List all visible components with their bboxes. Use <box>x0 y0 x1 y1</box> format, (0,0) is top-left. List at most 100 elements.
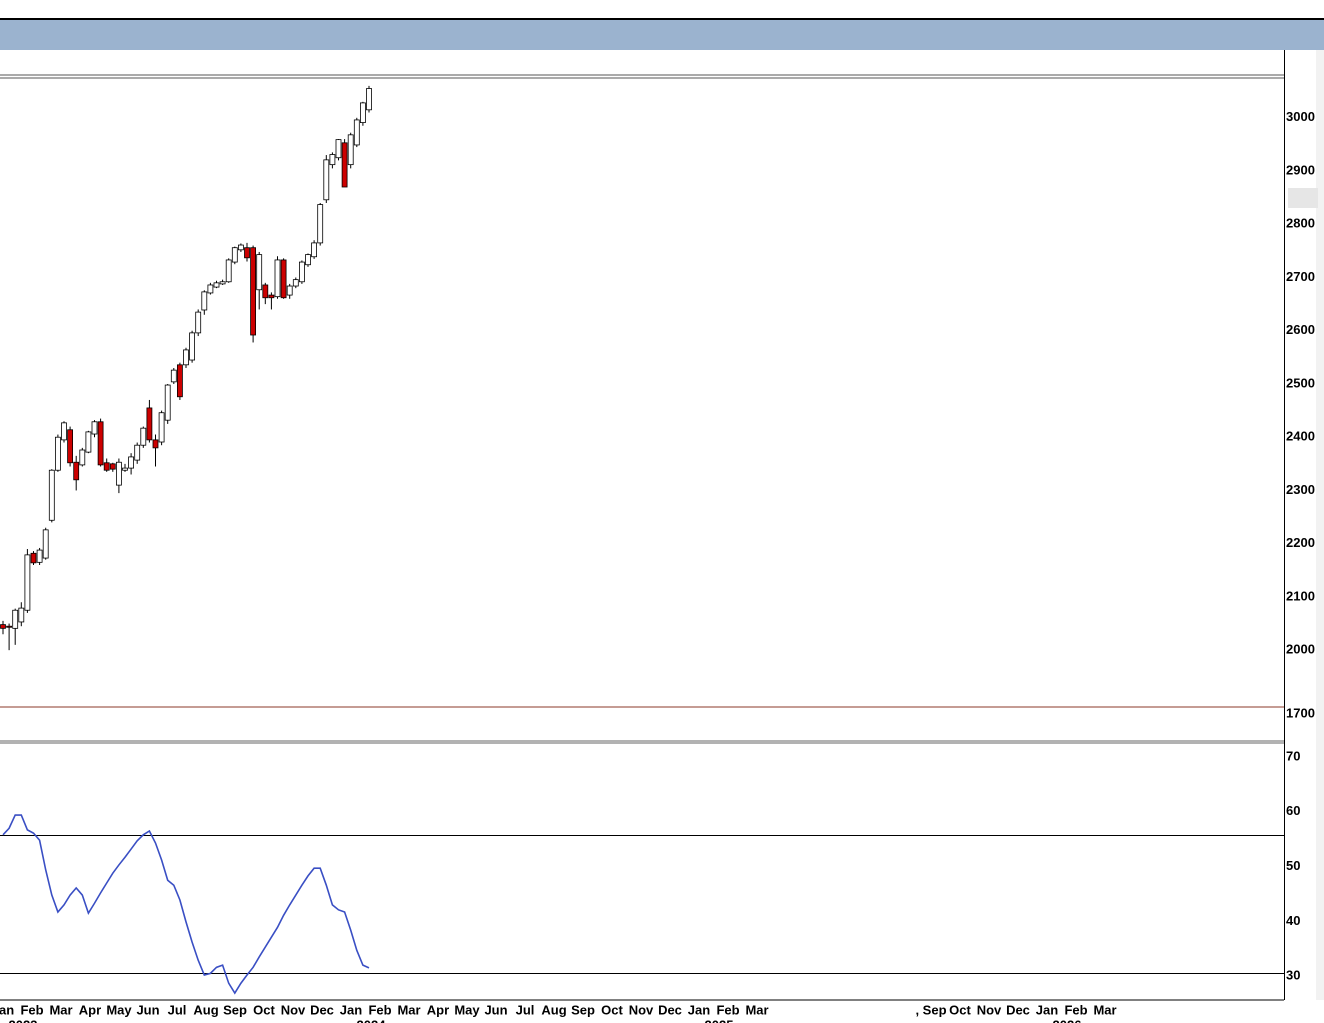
candle-body <box>18 607 25 623</box>
y-tick-label: 50 <box>1286 858 1300 873</box>
candle-body <box>317 204 324 244</box>
candle-body <box>79 449 86 466</box>
x-tick-label: Aug <box>193 1002 218 1017</box>
y-tick-label: 2600 <box>1286 322 1315 337</box>
x-year-label: 2025 <box>705 1017 734 1023</box>
candle-body <box>201 291 208 311</box>
x-tick-label: May <box>106 1002 132 1017</box>
x-tick-label: Mar <box>745 1002 768 1017</box>
candle-body <box>353 119 360 146</box>
x-tick-label: , Sep <box>915 1002 946 1017</box>
x-tick-label: May <box>454 1002 480 1017</box>
x-tick-label: Dec <box>658 1002 682 1017</box>
y-tick-label: 40 <box>1286 913 1300 928</box>
x-tick-label: Oct <box>253 1002 275 1017</box>
x-tick-label: Mar <box>1093 1002 1116 1017</box>
candle-body <box>274 259 281 298</box>
candle-body <box>292 279 299 287</box>
candle-body <box>250 247 257 336</box>
x-tick-label: Feb <box>716 1002 739 1017</box>
x-tick-label: Feb <box>20 1002 43 1017</box>
x-tick-label: Oct <box>601 1002 623 1017</box>
y-tick-label: 2900 <box>1286 162 1315 177</box>
y-tick-label: 2300 <box>1286 482 1315 497</box>
candle-body <box>67 429 73 464</box>
x-tick-label: Sep <box>223 1002 247 1017</box>
axis-marker <box>1288 188 1318 208</box>
candle-body <box>24 554 31 611</box>
candle-body <box>280 259 287 299</box>
x-tick-label: Mar <box>397 1002 420 1017</box>
y-tick-label: 2500 <box>1286 375 1315 390</box>
x-tick-label: Apr <box>427 1002 449 1017</box>
x-tick-label: Jan <box>688 1002 710 1017</box>
y-tick-label: 2100 <box>1286 588 1315 603</box>
candle-body <box>286 285 293 296</box>
candle-body <box>311 242 318 258</box>
candle-body <box>366 88 372 111</box>
candle-body <box>73 461 80 481</box>
candle-body <box>103 462 110 471</box>
candle-body <box>256 254 263 291</box>
candle-body <box>6 625 12 628</box>
candle-body <box>237 244 244 251</box>
candle-body <box>359 102 366 123</box>
candle-body <box>146 407 153 441</box>
x-tick-label: Mar <box>49 1002 72 1017</box>
candle-body <box>36 549 43 563</box>
x-tick-label: Feb <box>1064 1002 1087 1017</box>
candle-body <box>61 422 67 441</box>
x-tick-label: Nov <box>281 1002 306 1017</box>
x-tick-label: Jan <box>0 1002 14 1017</box>
x-year-label: 2024 <box>357 1017 387 1023</box>
candle-body <box>268 294 275 299</box>
x-tick-label: Jul <box>516 1002 535 1017</box>
x-tick-label: Jan <box>340 1002 362 1017</box>
candle-body <box>97 421 104 466</box>
candle-body <box>170 369 177 383</box>
candle-body <box>231 247 238 263</box>
y-tick-label: 2000 <box>1286 642 1315 657</box>
y-tick-label: 2400 <box>1286 429 1315 444</box>
x-tick-label: Aug <box>541 1002 566 1017</box>
candle-body <box>152 439 159 449</box>
candle-body <box>0 624 6 629</box>
y-tick-label: 60 <box>1286 803 1300 818</box>
candle-body <box>329 154 336 166</box>
candle-body <box>30 552 37 564</box>
candle-body <box>262 284 269 299</box>
x-tick-label: Jun <box>484 1002 507 1017</box>
x-tick-label: Jun <box>136 1002 159 1017</box>
candle-body <box>158 412 165 443</box>
candle-body <box>140 427 147 446</box>
x-tick-label: Sep <box>571 1002 595 1017</box>
candle-body <box>12 609 19 629</box>
candle-body <box>128 456 135 469</box>
x-year-label: 2026 <box>1053 1017 1082 1023</box>
oscillator-line <box>2 814 370 995</box>
candle-body <box>298 261 305 283</box>
x-tick-label: Jan <box>1036 1002 1058 1017</box>
candle-body <box>42 529 49 559</box>
title-bar <box>0 20 1324 50</box>
candle-body <box>164 384 171 421</box>
candle-body <box>91 421 98 435</box>
scrollbar[interactable] <box>1316 50 1324 1000</box>
candle-body <box>48 469 55 521</box>
candle-body <box>116 461 122 486</box>
candle-body <box>134 444 141 461</box>
candle-body <box>347 134 354 166</box>
candle-body <box>85 431 92 453</box>
candle-body <box>213 282 220 288</box>
x-tick-label: Dec <box>1006 1002 1030 1017</box>
candle-body <box>305 254 311 266</box>
y-tick-label: 3000 <box>1286 109 1315 124</box>
x-tick-label: Dec <box>310 1002 334 1017</box>
candle-body <box>244 247 250 259</box>
x-tick-label: Jul <box>168 1002 187 1017</box>
candle-body <box>122 467 128 471</box>
candle-body <box>195 311 202 334</box>
x-tick-label: Feb <box>368 1002 391 1017</box>
